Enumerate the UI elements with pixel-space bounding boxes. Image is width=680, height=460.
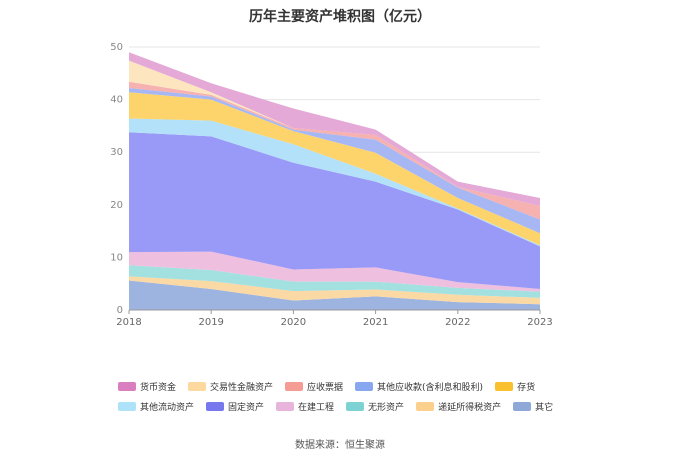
legend-swatch (118, 401, 136, 411)
legend-swatch (513, 401, 532, 411)
legend-label: 其他应收款(含利息和股利) (377, 382, 484, 393)
x-tick-label: 2023 (527, 317, 552, 328)
x-tick-label: 2022 (445, 317, 470, 328)
legend-label: 交易性金融资产 (210, 382, 274, 393)
legend-item[interactable]: 货币资金 (118, 380, 176, 393)
y-tick-label: 40 (110, 95, 123, 106)
area-其它 (129, 280, 540, 310)
legend-swatch (495, 381, 514, 391)
legend-item[interactable]: 递延所得税资产 (416, 400, 501, 413)
legend-item[interactable]: 其它 (513, 400, 553, 413)
legend-label: 其他流动资产 (140, 402, 195, 413)
legend-item[interactable]: 其他应收款(含利息和股利) (355, 380, 483, 393)
legend-item[interactable]: 固定资产 (206, 400, 264, 413)
y-tick-label: 20 (110, 200, 123, 211)
area-其他流动资产 (129, 118, 540, 247)
area-货币资金 (129, 52, 540, 206)
legend-row: 货币资金 交易性金融资产 应收票据 其他应收款(含利息和股利) 存货 (118, 376, 598, 396)
area-在建工程 (129, 251, 540, 292)
legend-swatch (188, 381, 207, 391)
chart-legend: 货币资金 交易性金融资产 应收票据 其他应收款(含利息和股利) 存货其他流动资产 固定资产… (118, 376, 598, 416)
chart-title: 历年主要资产堆积图（亿元） (249, 9, 431, 25)
y-tick-label: 10 (110, 252, 123, 263)
legend-swatch (416, 401, 435, 411)
area-固定资产 (129, 132, 540, 289)
y-axis: 0 10 20 30 40 50 (110, 42, 123, 316)
x-tick-label: 2019 (198, 317, 223, 328)
y-tick-label: 0 (117, 305, 123, 316)
legend-swatch (206, 401, 225, 411)
legend-item[interactable]: 其他流动资产 (118, 400, 194, 413)
legend-label: 其它 (535, 402, 554, 413)
legend-swatch (285, 381, 304, 391)
legend-label: 递延所得税资产 (438, 402, 502, 413)
legend-label: 无形资产 (368, 402, 405, 413)
legend-label: 应收票据 (307, 382, 344, 393)
legend-label: 存货 (517, 382, 536, 393)
legend-item[interactable]: 存货 (495, 380, 535, 393)
legend-label: 固定资产 (228, 402, 265, 413)
y-tick-label: 30 (110, 147, 123, 158)
legend-label: 在建工程 (298, 402, 335, 413)
legend-swatch (118, 381, 136, 391)
x-axis: 2018 2019 2020 2021 2022 2023 (116, 309, 553, 328)
legend-item[interactable]: 无形资产 (346, 400, 404, 413)
area-series (129, 52, 540, 310)
y-tick-label: 50 (110, 42, 123, 53)
legend-row: 其他流动资产 固定资产 在建工程 无形资产 递延所得税资产 其它 (118, 396, 598, 416)
legend-label: 货币资金 (140, 382, 177, 393)
x-tick-label: 2021 (363, 317, 388, 328)
legend-item[interactable]: 应收票据 (285, 380, 343, 393)
x-tick-label: 2018 (116, 317, 141, 328)
legend-swatch (346, 401, 365, 411)
data-source-note: 数据来源：恒生聚源 (295, 440, 385, 451)
legend-swatch (355, 381, 374, 391)
stacked-area-chart: 0 10 20 30 40 50 2018 2019 2020 2021 2022 2023 (110, 42, 553, 328)
legend-item[interactable]: 在建工程 (276, 400, 334, 413)
legend-swatch (276, 401, 295, 411)
legend-item[interactable]: 交易性金融资产 (188, 380, 273, 393)
x-tick-label: 2020 (281, 317, 306, 328)
area-存货 (129, 92, 540, 246)
